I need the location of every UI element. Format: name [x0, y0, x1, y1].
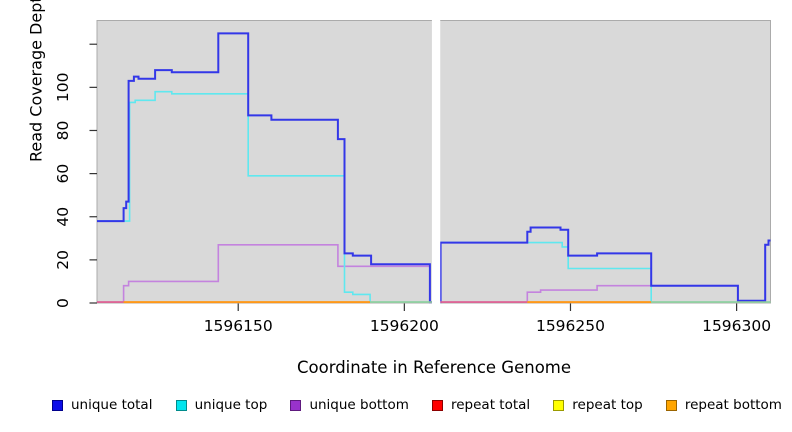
legend-label: repeat top — [572, 397, 643, 413]
legend-label: repeat bottom — [684, 397, 782, 413]
x-tick-label: 1596250 — [536, 317, 605, 335]
y-tick-label: 60 — [54, 164, 72, 184]
legend-item-unique-top: unique top — [175, 397, 268, 413]
y-tick-label: 100 — [54, 73, 72, 103]
series-line-unique-total — [97, 32, 771, 304]
x-axis-title: Coordinate in Reference Genome — [296, 358, 572, 377]
legend-item-repeat-total: repeat total — [431, 397, 531, 413]
y-tick-label: 80 — [54, 121, 72, 141]
y-tick-label: 20 — [54, 250, 72, 270]
legend-label: unique bottom — [309, 397, 409, 413]
legend-item-repeat-bottom: repeat bottom — [665, 397, 782, 413]
legend-item-unique-bottom: unique bottom — [290, 397, 409, 413]
legend-swatch-repeat-total — [431, 399, 443, 411]
legend-label: repeat total — [450, 397, 531, 413]
x-tick-label: 1596200 — [370, 317, 439, 335]
legend-swatch-unique-bottom — [290, 399, 302, 411]
legend-swatch-repeat-top — [553, 399, 565, 411]
legend-label: unique total — [71, 397, 153, 413]
legend-label: unique top — [194, 397, 268, 413]
legend-item-repeat-top: repeat top — [553, 397, 643, 413]
legend-swatch-unique-total — [52, 399, 63, 411]
legend-swatch-repeat-bottom — [665, 399, 677, 411]
y-tick-label: 0 — [54, 298, 72, 308]
x-tick-label: 1596150 — [204, 317, 273, 335]
legend-item-unique-total: unique total — [52, 397, 152, 413]
data-gap-band — [431, 19, 441, 304]
chart-legend: unique total unique top unique bottom repea… — [52, 397, 782, 413]
legend-swatch-unique-top — [175, 399, 187, 411]
y-tick-label: 40 — [54, 207, 72, 227]
x-tick-label: 1596300 — [702, 317, 771, 335]
